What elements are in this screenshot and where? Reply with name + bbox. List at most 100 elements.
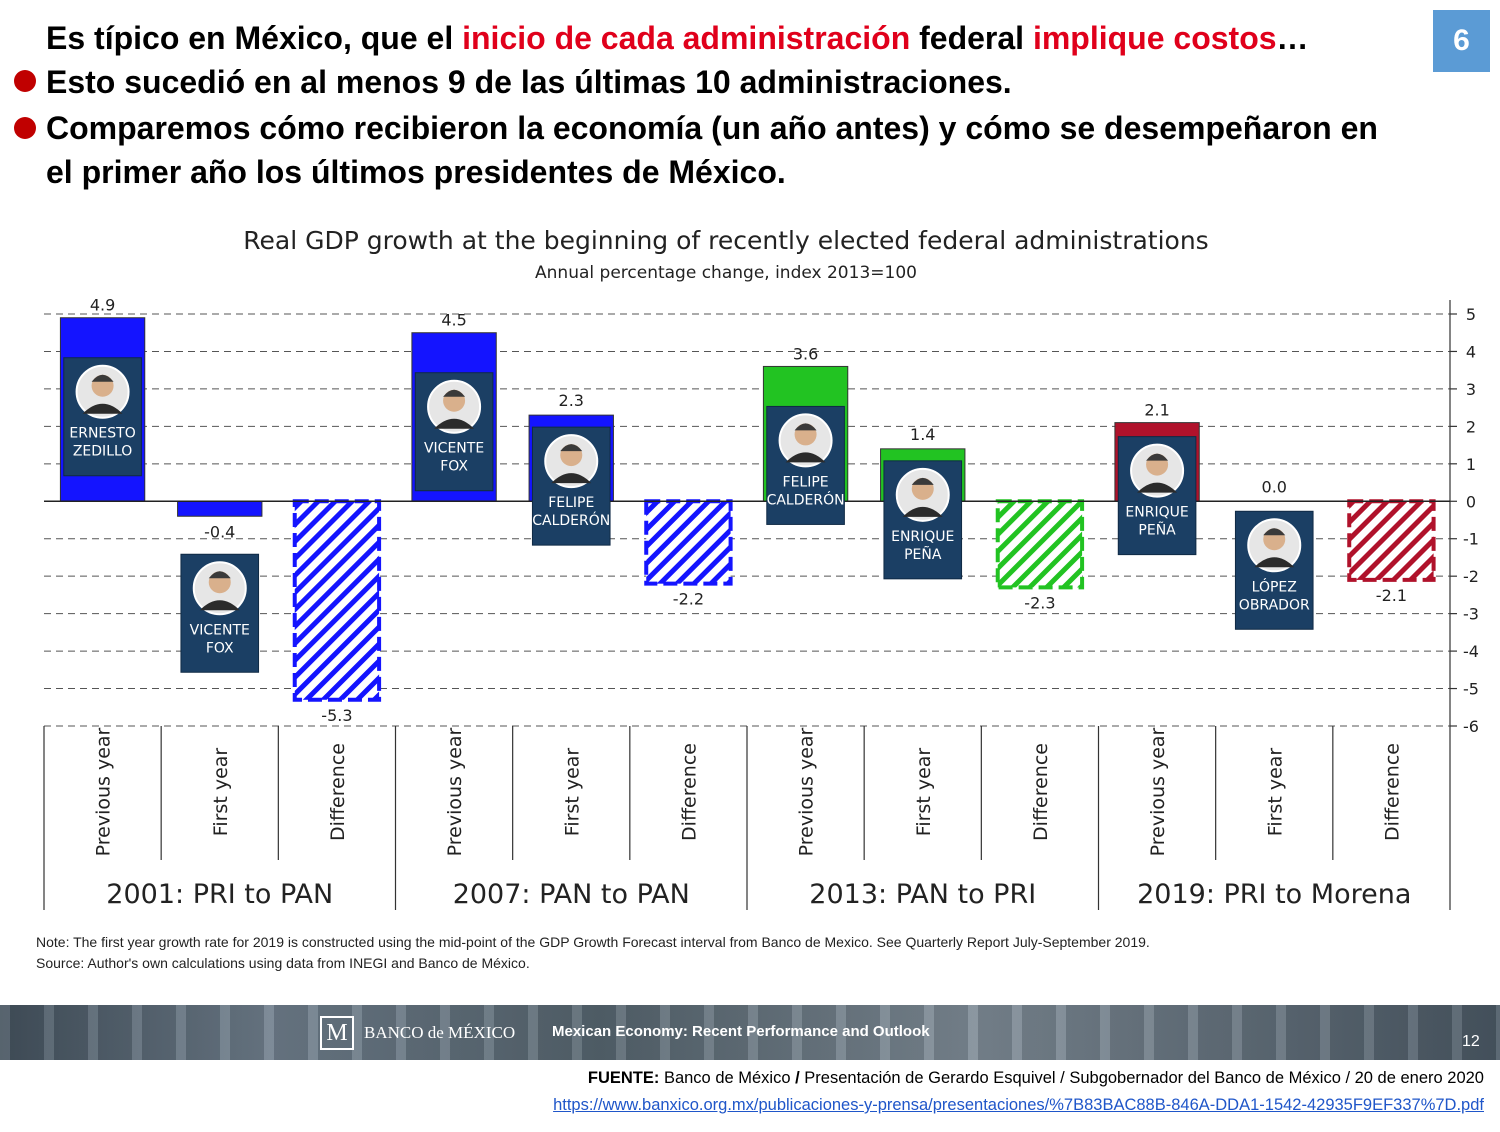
y-tick-label: 2	[1466, 417, 1476, 436]
president-name: OBRADOR	[1239, 597, 1310, 613]
portrait-hair	[443, 389, 466, 397]
president-name: FOX	[440, 459, 468, 475]
data-label: 2.3	[559, 391, 584, 410]
bank-logo: M BANCO de MÉXICO	[320, 1016, 515, 1050]
portrait-suit	[1137, 482, 1178, 493]
president-name: PEÑA	[1138, 522, 1176, 539]
data-label: 4.9	[90, 296, 115, 315]
headline-ellipsis: …	[1276, 20, 1309, 56]
source-part-2: Presentación de Gerardo Esquivel / Subgo…	[799, 1069, 1484, 1087]
category-label: First year	[1264, 748, 1286, 837]
difference-bar	[1347, 499, 1436, 582]
president-name: CALDERÓN	[767, 490, 845, 508]
bullet-1-text: Esto sucedió en al menos 9 de las última…	[46, 64, 1012, 100]
portrait-suit	[551, 473, 592, 484]
headline-highlight-1: inicio de cada administración	[462, 20, 911, 56]
president-name: ERNESTO	[69, 426, 135, 442]
president-card: ERNESTO ZEDILLO	[63, 357, 142, 477]
difference-bar	[995, 499, 1085, 590]
gdp-growth-chart: Real GDP growth at the beginning of rece…	[43, 226, 1479, 910]
chart-note: Note: The first year growth rate for 201…	[36, 934, 1150, 950]
chart-subtitle: Annual percentage change, index 2013=100	[535, 263, 917, 283]
source-separator: /	[795, 1069, 800, 1087]
bullet-dot-icon	[14, 70, 36, 92]
group-label: 2019: PRI to Morena	[1137, 879, 1411, 910]
president-name: FELIPE	[783, 474, 829, 490]
category-label: Previous year	[796, 727, 818, 856]
portrait-hair	[208, 571, 231, 579]
bank-name: BANCO de MÉXICO	[364, 1023, 516, 1042]
president-name: LÓPEZ	[1252, 577, 1297, 595]
group-label: 2007: PAN to PAN	[453, 879, 690, 910]
group-label: 2013: PAN to PRI	[809, 879, 1036, 910]
data-label: -2.2	[673, 590, 704, 609]
group-label: 2001: PRI to PAN	[106, 879, 333, 910]
portrait-suit	[82, 403, 123, 414]
data-label: 2.1	[1144, 401, 1169, 420]
y-tick-label: 3	[1466, 380, 1476, 399]
chart-notes: Note: The first year growth rate for 201…	[36, 932, 1150, 974]
president-name: PEÑA	[904, 546, 942, 563]
president-name: ENRIQUE	[1125, 505, 1188, 521]
category-label: Difference	[678, 743, 700, 841]
headline: Es típico en México, que el inicio de ca…	[46, 18, 1309, 58]
data-label: -5.3	[321, 706, 352, 725]
portrait-hair	[1263, 528, 1286, 536]
bullet-2-text-line-2: el primer año los últimos presidentes de…	[46, 154, 786, 190]
data-label: -0.4	[204, 522, 235, 541]
headline-part-1: Es típico en México, que el	[46, 20, 463, 56]
headline-part-2: federal	[910, 20, 1033, 56]
president-name: VICENTE	[424, 441, 484, 457]
president-name: VICENTE	[190, 622, 250, 638]
portrait-suit	[902, 506, 943, 517]
category-label: Difference	[1030, 743, 1052, 841]
first-year-bar	[177, 500, 263, 517]
data-label: 0.0	[1262, 477, 1287, 496]
source-label: FUENTE:	[587, 1069, 660, 1087]
data-label: 3.6	[793, 344, 818, 363]
category-label: First year	[913, 748, 935, 837]
portrait-hair	[560, 444, 583, 452]
y-tick-label: -1	[1463, 530, 1479, 549]
president-card: VICENTE FOX	[414, 372, 494, 492]
category-label: Previous year	[93, 727, 115, 856]
portrait-hair	[91, 374, 114, 382]
y-tick-label: 1	[1466, 455, 1476, 474]
data-label: -2.3	[1024, 593, 1055, 612]
banner-title: Mexican Economy: Recent Performance and …	[552, 1023, 930, 1040]
banner-page-number: 12	[1462, 1033, 1480, 1050]
portrait-suit	[785, 452, 826, 463]
president-name: ENRIQUE	[891, 529, 954, 545]
headline-highlight-2: implique costos	[1032, 20, 1277, 56]
banner-columns-decoration	[0, 1005, 1500, 1060]
bullet-dot-icon	[14, 117, 36, 139]
portrait-hair	[911, 477, 934, 485]
category-label: Previous year	[444, 727, 466, 856]
data-label: 4.5	[441, 311, 466, 330]
slide-number-badge: 6	[1433, 10, 1490, 72]
y-tick-label: -6	[1463, 717, 1479, 736]
y-tick-label: 0	[1466, 492, 1476, 511]
category-label: Previous year	[1147, 727, 1169, 856]
portrait-suit	[1254, 557, 1295, 568]
y-tick-label: 5	[1466, 305, 1476, 324]
category-label: Difference	[1381, 743, 1403, 841]
portrait-hair	[1146, 453, 1169, 461]
portrait-suit	[199, 600, 240, 611]
source-citation: FUENTE: Banco de México / Presentación d…	[588, 1069, 1484, 1088]
y-tick-label: -3	[1463, 605, 1479, 624]
difference-bar	[644, 499, 733, 586]
chart-source: Source: Author's own calculations using …	[36, 955, 530, 971]
president-name: FOX	[206, 640, 234, 656]
president-name: CALDERÓN	[532, 511, 610, 529]
source-link[interactable]: https://www.banxico.org.mx/publicaciones…	[553, 1096, 1484, 1114]
portrait-suit	[434, 418, 475, 429]
data-label: -2.1	[1376, 586, 1407, 605]
y-tick-label: -2	[1463, 567, 1479, 586]
chart-title: Real GDP growth at the beginning of rece…	[243, 226, 1208, 255]
president-card: VICENTE FOX	[180, 553, 260, 673]
category-label: First year	[561, 748, 583, 837]
